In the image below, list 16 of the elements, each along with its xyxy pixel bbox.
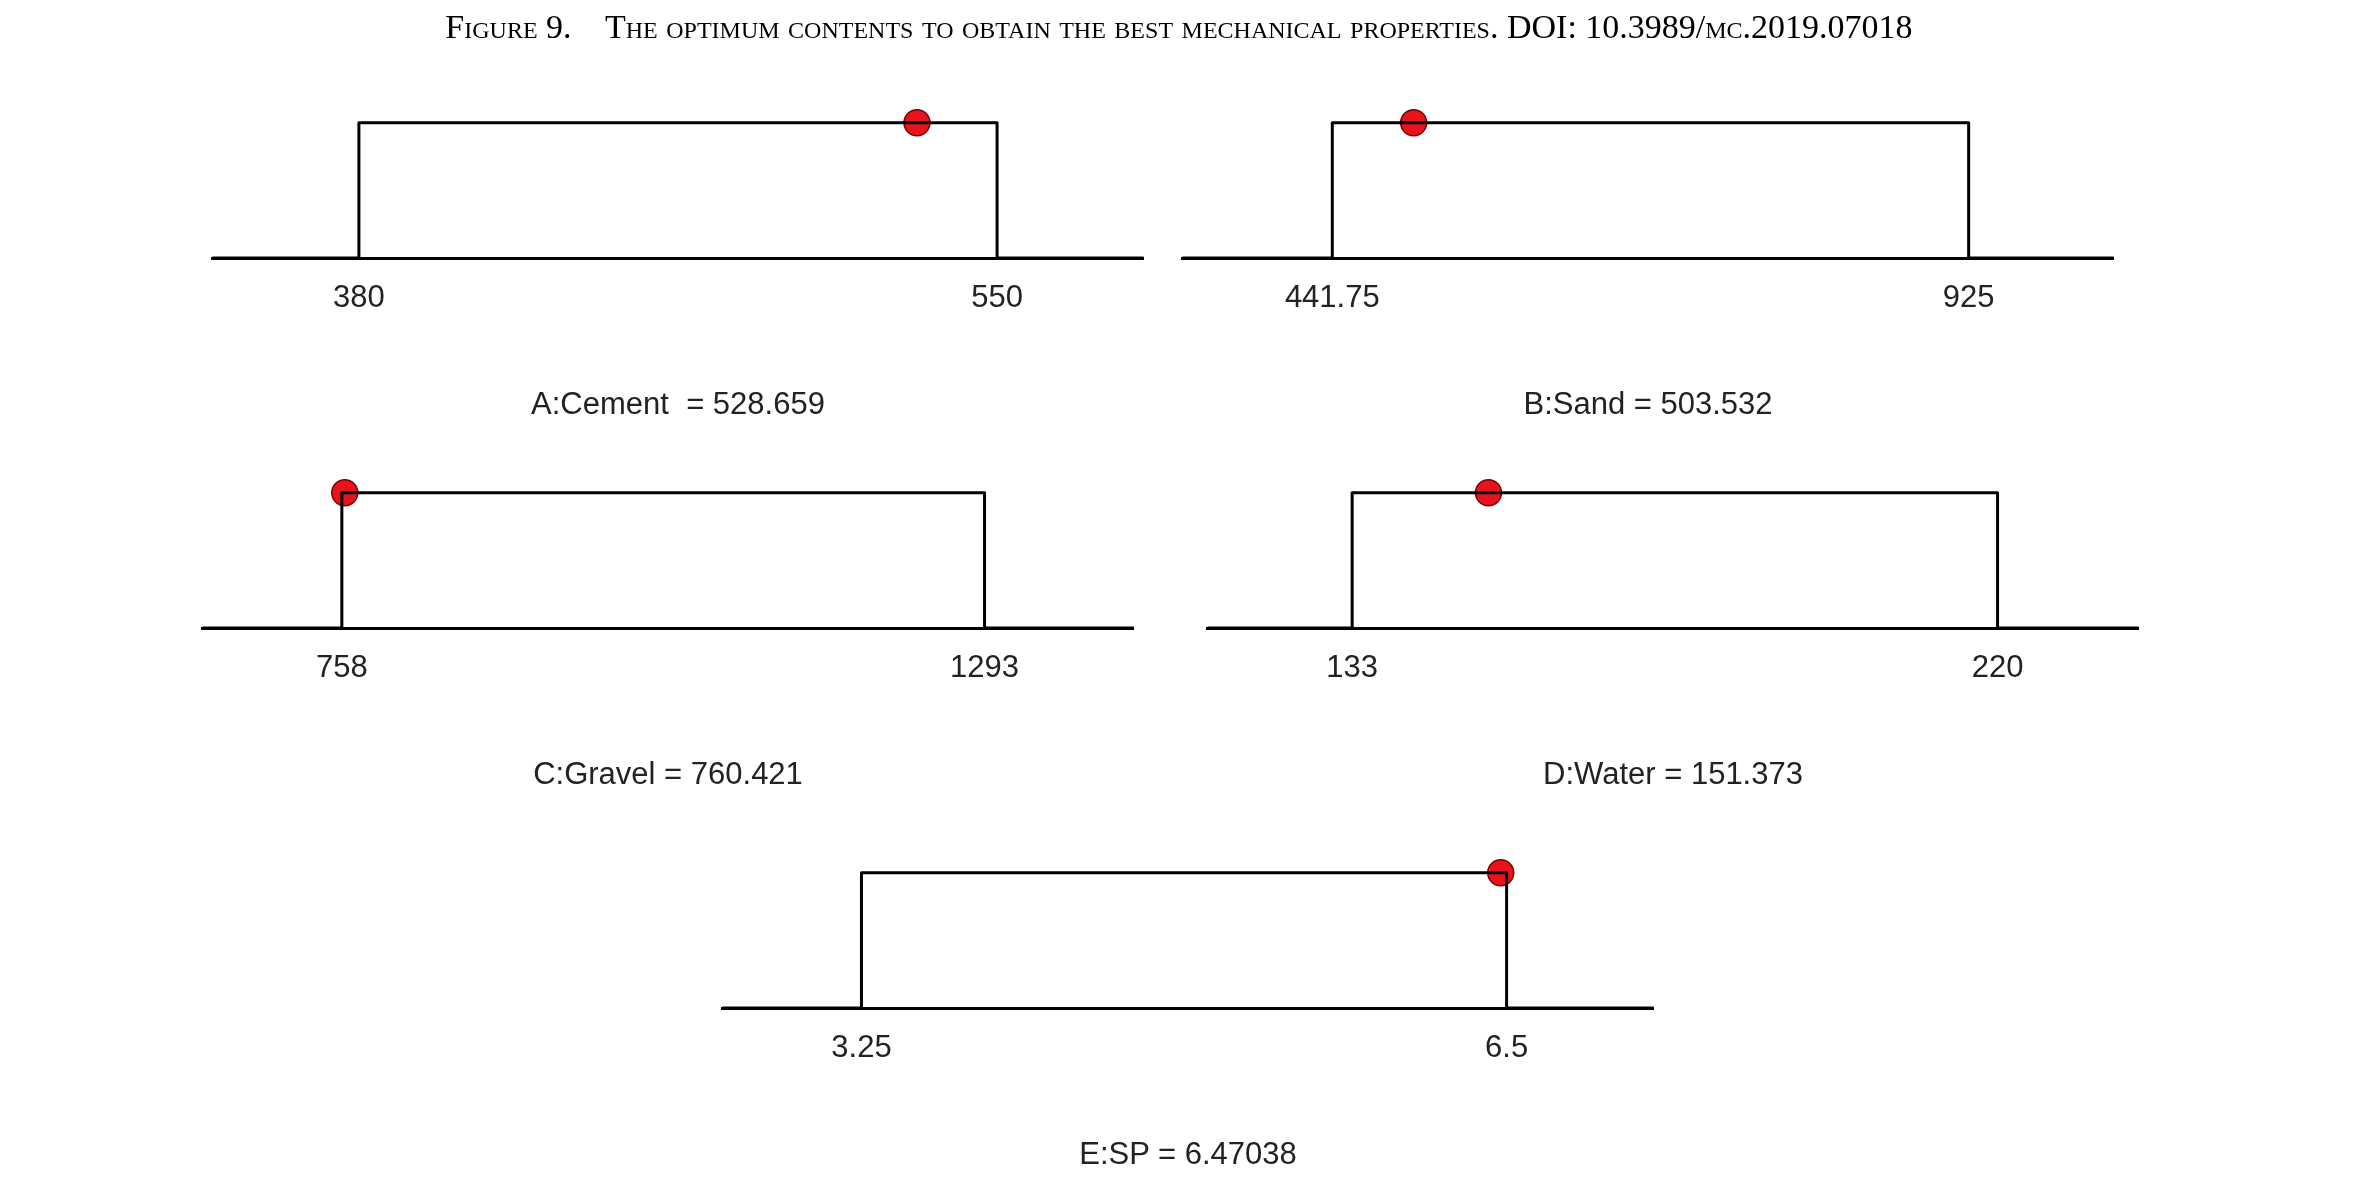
x-axis-title: E:SP = 6.47038 xyxy=(1079,1135,1297,1171)
x-tick-label: 550 xyxy=(971,279,1023,315)
x-tick-label: 758 xyxy=(315,649,368,685)
x-axis-title: A:Cement = 528.659 xyxy=(531,385,825,421)
x-tick-label: 220 xyxy=(1971,649,2024,685)
x-axis-title: B:Sand = 503.532 xyxy=(1523,385,1773,421)
x-tick-label: 925 xyxy=(1942,279,1995,315)
x-tick-label: 133 xyxy=(1326,649,1379,685)
x-tick-label: 6.5 xyxy=(1485,1029,1529,1065)
x-axis-title: D:Water = 151.373 xyxy=(1543,755,1803,791)
x-tick-label: 3.25 xyxy=(831,1029,892,1065)
x-tick-label: 441.75 xyxy=(1284,279,1380,315)
x-axis-title: C:Gravel = 760.421 xyxy=(533,755,803,791)
x-tick-label: 380 xyxy=(333,279,385,315)
x-tick-label: 1293 xyxy=(950,649,1020,685)
chart-title: Figure 9. The optimum contents to obtain the best mechanical properties. DOI: 10.3989/mc.2019.07018 xyxy=(444,8,1914,46)
